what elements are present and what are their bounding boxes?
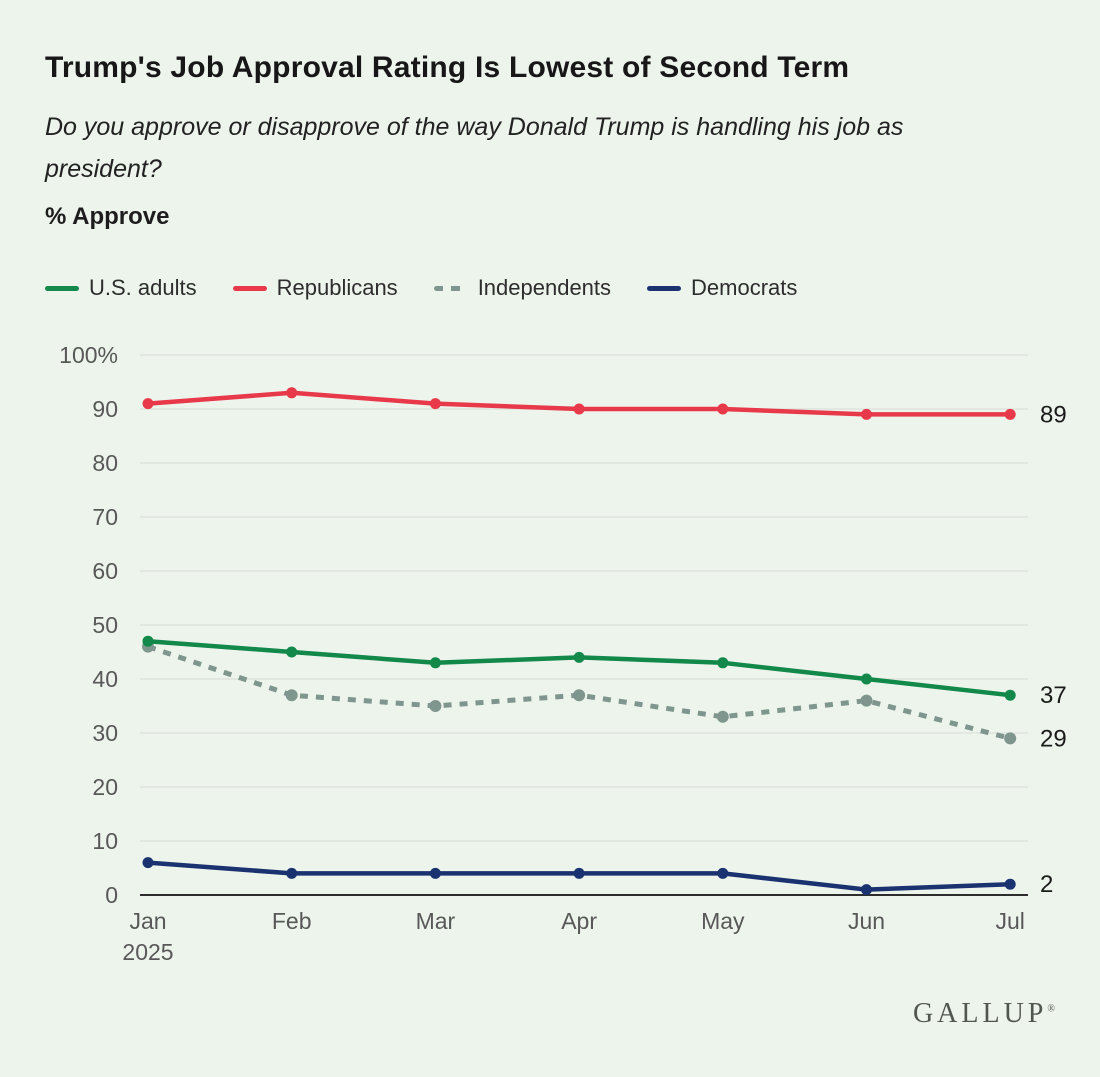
svg-text:90: 90 bbox=[92, 396, 118, 422]
svg-text:40: 40 bbox=[92, 666, 118, 692]
svg-text:80: 80 bbox=[92, 450, 118, 476]
legend: U.S. adults Republicans Independents Dem… bbox=[45, 275, 1055, 301]
svg-text:0: 0 bbox=[105, 882, 118, 908]
legend-label: Republicans bbox=[276, 275, 398, 300]
gallup-logo-text: GALLUP bbox=[912, 998, 1048, 1029]
svg-text:10: 10 bbox=[92, 828, 118, 854]
legend-item-independents[interactable]: Independents bbox=[433, 275, 612, 301]
legend-item-republicans[interactable]: Republicans bbox=[232, 275, 398, 301]
svg-text:30: 30 bbox=[92, 720, 118, 746]
chart-title: Trump's Job Approval Rating Is Lowest of… bbox=[45, 51, 850, 84]
svg-text:100%: 100% bbox=[59, 342, 118, 368]
svg-text:2: 2 bbox=[1040, 871, 1053, 898]
svg-text:89: 89 bbox=[1040, 401, 1067, 428]
svg-text:60: 60 bbox=[92, 558, 118, 584]
svg-text:2025: 2025 bbox=[122, 939, 173, 965]
svg-text:May: May bbox=[701, 908, 745, 934]
svg-text:Apr: Apr bbox=[561, 908, 597, 934]
chart-area: 0 10 20 30 40 50 60 70 80 90 100% Jan 2025 Feb Mar Apr M… bbox=[0, 327, 1100, 972]
svg-text:Jun: Jun bbox=[848, 908, 885, 934]
legend-label: Democrats bbox=[691, 275, 798, 300]
legend-item-democrats[interactable]: Democrats bbox=[647, 275, 797, 301]
chart-subtitle: Do you approve or disapprove of the way … bbox=[45, 113, 904, 183]
independents-dashed-line-swatch-icon bbox=[433, 285, 468, 291]
gallup-logo: GALLUP® bbox=[0, 998, 1055, 1030]
svg-text:70: 70 bbox=[92, 504, 118, 530]
svg-text:20: 20 bbox=[92, 774, 118, 800]
svg-text:Jan: Jan bbox=[129, 908, 166, 934]
legend-label: U.S. adults bbox=[89, 275, 197, 300]
legend-label: Independents bbox=[477, 275, 612, 300]
svg-text:Jul: Jul bbox=[995, 908, 1024, 934]
democrats-line-swatch-icon bbox=[647, 285, 682, 291]
measure-label: % Approve bbox=[45, 203, 170, 230]
svg-text:50: 50 bbox=[92, 612, 118, 638]
line-chart: 0 10 20 30 40 50 60 70 80 90 100% Jan 2025 Feb Mar Apr M… bbox=[59, 342, 1067, 965]
registered-mark-icon: ® bbox=[1047, 1003, 1055, 1015]
svg-text:37: 37 bbox=[1040, 682, 1067, 709]
us-adults-line-swatch-icon bbox=[45, 285, 79, 291]
legend-item-us-adults[interactable]: U.S. adults bbox=[45, 275, 197, 301]
svg-text:29: 29 bbox=[1040, 725, 1067, 752]
svg-text:Mar: Mar bbox=[416, 908, 456, 934]
republicans-line-swatch-icon bbox=[232, 285, 267, 291]
svg-text:Feb: Feb bbox=[272, 908, 312, 934]
